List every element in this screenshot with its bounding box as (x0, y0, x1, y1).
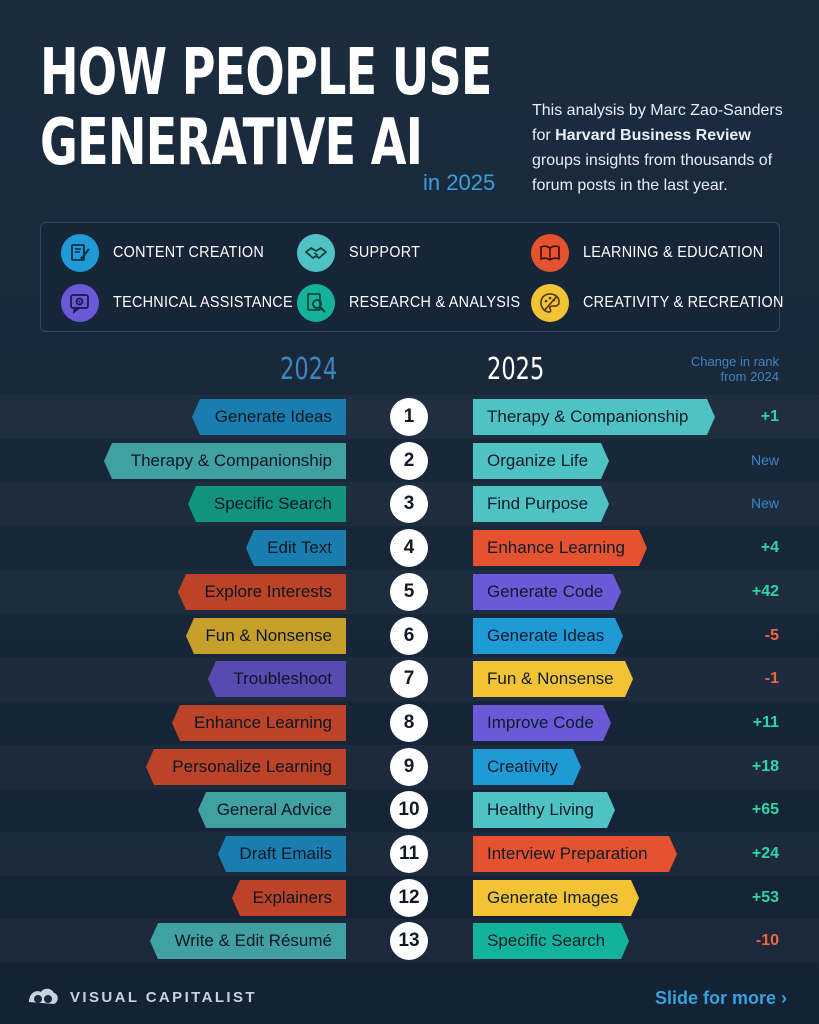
rank-change: -1 (764, 670, 779, 687)
rank-number: 4 (390, 529, 428, 567)
change-column-header: Change in rank from 2024 (691, 354, 779, 384)
legend-label: SUPPORT (349, 244, 421, 261)
intro-part-1: This analysis by Marc Zao-Sanders for (532, 102, 783, 144)
rank-number: 9 (390, 748, 428, 786)
legend-item-learning-education: LEARNING & EDUCATION (531, 234, 783, 272)
column-header-2025: 2025 (487, 352, 545, 387)
rank-change: +4 (760, 539, 779, 556)
rank-2024-item: Therapy & Companionship (104, 443, 346, 479)
rank-number: 3 (390, 485, 428, 523)
magnifier-document-icon (297, 284, 335, 322)
brand-logo: VISUAL CAPITALIST (26, 984, 257, 1010)
rank-2025-item: Specific Search (473, 923, 629, 959)
rank-number: 13 (390, 922, 428, 960)
intro-source: Harvard Business Review (555, 127, 751, 144)
rank-2024-item: Draft Emails (218, 836, 346, 872)
rank-number: 8 (390, 704, 428, 742)
page-title: HOW PEOPLE USE GENERATIVE AI (40, 38, 492, 178)
rank-2025-item: Generate Images (473, 880, 639, 916)
rank-2024-item: Personalize Learning (146, 749, 346, 785)
rank-2025-item: Enhance Learning (473, 530, 647, 566)
rank-change: +18 (751, 758, 779, 775)
rank-2025-item: Interview Preparation (473, 836, 677, 872)
title-line-1: HOW PEOPLE USE (40, 36, 492, 110)
rank-2024-item: Fun & Nonsense (186, 618, 346, 654)
year-tag: in 2025 (423, 170, 496, 195)
rank-2025-item: Generate Code (473, 574, 621, 610)
rank-number: 10 (390, 791, 428, 829)
rank-2025-item: Organize Life (473, 443, 609, 479)
rank-2024-item: General Advice (198, 792, 346, 828)
rank-2025-item: Generate Ideas (473, 618, 623, 654)
rank-number: 11 (390, 835, 428, 873)
rank-number: 7 (390, 660, 428, 698)
brand-name: VISUAL CAPITALIST (70, 988, 257, 1006)
rank-number: 6 (390, 617, 428, 655)
rank-2024-item: Generate Ideas (192, 399, 346, 435)
change-header-line-1: Change in rank (690, 354, 779, 369)
rank-change: +53 (751, 889, 779, 906)
legend-label: TECHNICAL ASSISTANCE (113, 294, 293, 311)
palette-icon (531, 284, 569, 322)
rank-change: -5 (764, 627, 779, 644)
rank-2025-item: Improve Code (473, 705, 611, 741)
legend-item-technical-assistance: TECHNICAL ASSISTANCE (61, 284, 313, 322)
rank-number: 1 (390, 398, 428, 436)
legend-label: CONTENT CREATION (113, 244, 265, 261)
legend-item-content-creation: CONTENT CREATION (61, 234, 281, 272)
rank-change: +11 (752, 714, 779, 731)
rank-change: +42 (751, 583, 779, 600)
rank-change: +1 (760, 408, 779, 425)
rank-number: 5 (390, 573, 428, 611)
rank-change: New (750, 452, 779, 468)
title-line-2: GENERATIVE AI (40, 106, 423, 180)
change-header-line-2: from 2024 (720, 369, 779, 384)
document-pen-icon (61, 234, 99, 272)
rank-2025-item: Healthy Living (473, 792, 615, 828)
rank-number: 12 (390, 879, 428, 917)
handshake-icon (297, 234, 335, 272)
column-header-2024: 2024 (280, 352, 338, 387)
rank-2024-item: Explainers (232, 880, 346, 916)
legend-item-research-analysis: RESEARCH & ANALYSIS (297, 284, 539, 322)
rank-change: +24 (751, 845, 779, 862)
rank-2024-item: Explore Interests (178, 574, 346, 610)
rank-2024-item: Troubleshoot (208, 661, 346, 697)
legend-label: RESEARCH & ANALYSIS (349, 294, 521, 311)
rank-2024-item: Edit Text (246, 530, 346, 566)
rank-2024-item: Write & Edit Résumé (150, 923, 346, 959)
rank-2024-item: Enhance Learning (172, 705, 346, 741)
rank-2025-item: Creativity (473, 749, 581, 785)
intro-part-2: groups insights from thousands of forum … (532, 152, 773, 194)
rank-2025-item: Find Purpose (473, 486, 609, 522)
rank-number: 2 (390, 442, 428, 480)
category-legend: CONTENT CREATION SUPPORT LEARNING & EDUC… (40, 222, 783, 332)
rank-change: -10 (755, 932, 779, 949)
open-book-icon (531, 234, 569, 272)
rank-2024-item: Specific Search (188, 486, 346, 522)
legend-item-support: SUPPORT (297, 234, 428, 272)
legend-item-creativity-recreation: CREATIVITY & RECREATION (531, 284, 806, 322)
rank-2025-item: Therapy & Companionship (473, 399, 715, 435)
legend-label: CREATIVITY & RECREATION (583, 294, 784, 311)
intro-text: This analysis by Marc Zao-Sanders for Ha… (532, 98, 792, 198)
rank-change: +65 (751, 801, 779, 818)
visual-capitalist-logo-icon (29, 988, 58, 1004)
slide-for-more-link[interactable]: Slide for more › (654, 988, 787, 1008)
gear-chat-icon (61, 284, 99, 322)
legend-label: LEARNING & EDUCATION (583, 244, 764, 261)
rank-2025-item: Fun & Nonsense (473, 661, 633, 697)
rank-change: New (750, 495, 779, 511)
